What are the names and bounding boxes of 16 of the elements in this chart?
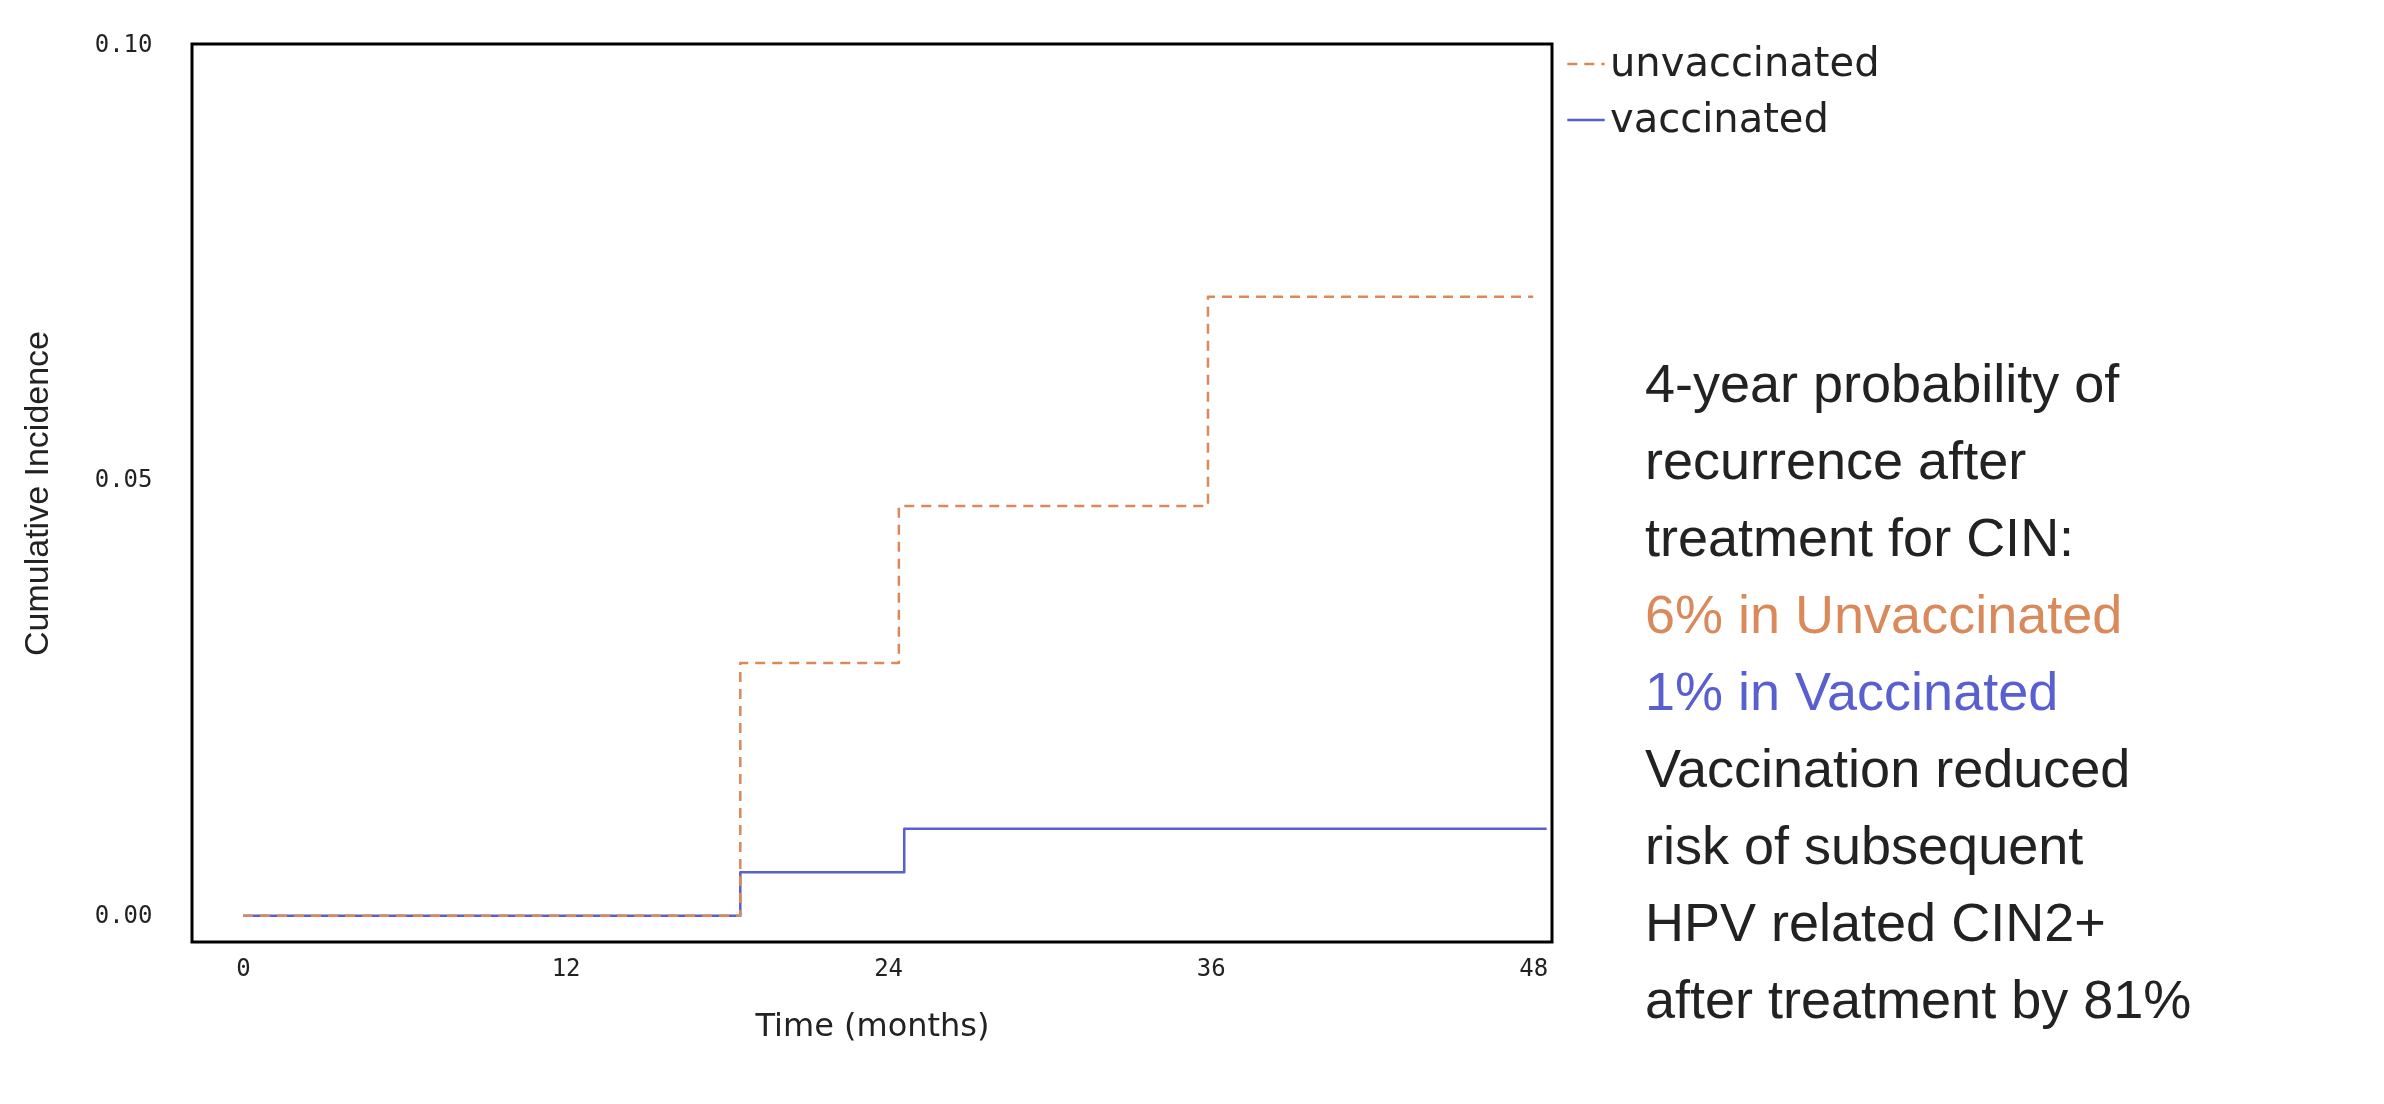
legend-label: vaccinated <box>1610 95 1829 141</box>
x-tick-label: 0 <box>236 953 251 982</box>
text: Vaccination reduced risk of subsequent HPV related CIN2+ after treatment by 81% <box>1645 737 2193 1031</box>
x-tick-label: 48 <box>1519 953 1549 982</box>
x-axis-title: Time (months) <box>754 1005 990 1044</box>
y-tick-label: 0.00 <box>94 901 153 930</box>
x-tick-label: 36 <box>1196 953 1226 982</box>
y-tick-label: 0.10 <box>94 29 153 58</box>
text: 4-year probability of recurrence after treatment for CIN: <box>1645 352 2121 569</box>
legend-label: unvaccinated <box>1610 39 1880 85</box>
y-tick-label: 0.05 <box>94 465 153 494</box>
text: 1% in Vaccinated <box>1645 660 2060 723</box>
x-tick-label: 12 <box>551 953 581 982</box>
x-tick-label: 24 <box>874 953 904 982</box>
text: 6% in Unvaccinated <box>1645 583 2124 646</box>
y-axis-title: Cumulative Incidence <box>16 330 55 657</box>
